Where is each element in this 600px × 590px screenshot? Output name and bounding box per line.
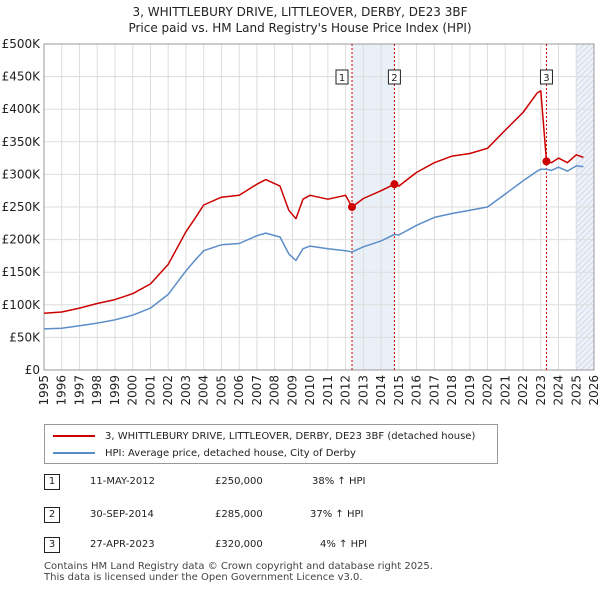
sale-date: 11-MAY-2012 (90, 476, 156, 487)
sale-date: 30-SEP-2014 (90, 509, 154, 520)
sale-number-badge: 3 (44, 537, 60, 553)
legend-entry-hpi: HPI: Average price, detached house, City… (53, 445, 356, 461)
x-tick-label: 1998 (90, 375, 104, 406)
legend-swatch-hpi (53, 452, 95, 454)
plot-border (43, 43, 595, 371)
y-tick-label: £450K (2, 70, 42, 84)
x-tick-label: 2009 (285, 375, 299, 406)
sale-point (542, 157, 551, 166)
x-tick-label: 2026 (587, 375, 600, 406)
y-tick-label: £0 (25, 363, 40, 377)
x-tick-label: 2020 (481, 375, 495, 406)
price-chart: £0 £50K £100K £150K £200K £250K £300K £350K £400… (2, 37, 600, 406)
x-tick-label: 2019 (463, 375, 477, 406)
sale-point (348, 203, 356, 211)
sale-price: £320,000 (215, 539, 263, 550)
x-tick-label: 1999 (108, 375, 122, 406)
x-tick-label: 2004 (197, 375, 211, 406)
x-tick-label: 2015 (392, 375, 406, 406)
y-tick-label: £250K (2, 200, 42, 214)
x-tick-label: 1995 (37, 375, 51, 406)
sale-label-text: 1 (339, 73, 345, 84)
x-tick-label: 2012 (339, 375, 353, 406)
sale-row: 3 27-APR-2023 £320,000 4% ↑ HPI (44, 537, 464, 553)
x-tick-label: 2013 (356, 375, 370, 406)
x-tick-label: 2024 (552, 375, 566, 406)
x-tick-label: 2008 (268, 375, 282, 406)
x-tick-label: 2023 (534, 375, 548, 406)
y-tick-label: £500K (2, 37, 42, 51)
x-tick-label: 2002 (161, 375, 175, 406)
sale-label-box: 1 (335, 69, 349, 85)
chart-title: 3, WHITTLEBURY DRIVE, LITTLEOVER, DERBY,… (132, 5, 468, 19)
x-tick-label: 1996 (55, 375, 69, 406)
x-tick-label: 2016 (410, 375, 424, 406)
y-tick-label: £400K (2, 102, 42, 116)
y-tick-label: £100K (2, 298, 42, 312)
footer: Contains HM Land Registry data © Crown c… (44, 561, 433, 583)
y-tick-label: £150K (2, 265, 42, 279)
legend-label-hpi: HPI: Average price, detached house, City… (105, 447, 356, 459)
x-tick-label: 2014 (374, 375, 388, 406)
sale-label-border (387, 69, 401, 85)
sale-date: 27-APR-2023 (90, 539, 155, 550)
x-tick-label: 2001 (143, 375, 157, 406)
chart-legend: 3, WHITTLEBURY DRIVE, LITTLEOVER, DERBY,… (44, 424, 498, 464)
sale-price: £285,000 (215, 509, 263, 520)
x-tick-label: 2025 (569, 375, 583, 406)
y-tick-label: £350K (2, 135, 42, 149)
x-tick-label: 1997 (72, 375, 86, 406)
y-tick-label: £200K (2, 233, 42, 247)
x-tick-label: 2018 (445, 375, 459, 406)
y-tick-label: £300K (2, 167, 42, 181)
legend-swatch-property (53, 435, 95, 437)
footer-licence: This data is licensed under the Open Gov… (44, 572, 363, 583)
sale-label-box: 3 (539, 69, 553, 85)
x-tick-label: 2021 (498, 375, 512, 406)
legend-entry-property: 3, WHITTLEBURY DRIVE, LITTLEOVER, DERBY,… (53, 428, 475, 444)
sale-row: 2 30-SEP-2014 £285,000 37% ↑ HPI (44, 507, 464, 523)
sale-label-border (539, 69, 553, 85)
sale-number-badge: 1 (44, 474, 60, 490)
sale-label-border (335, 69, 349, 85)
x-tick-label: 2010 (303, 375, 317, 406)
sale-point (390, 180, 399, 189)
x-tick-label: 2006 (232, 375, 246, 406)
x-tick-label: 2003 (179, 375, 193, 406)
sale-number-badge: 2 (44, 507, 60, 523)
chart-title-block: 3, WHITTLEBURY DRIVE, LITTLEOVER, DERBY,… (0, 4, 600, 36)
legend-label-property: 3, WHITTLEBURY DRIVE, LITTLEOVER, DERBY,… (105, 430, 476, 442)
sale-hpi-change: 38% ↑ HPI (312, 476, 366, 487)
x-tick-label: 2022 (516, 375, 530, 406)
hpi-line (43, 165, 584, 330)
footer-copyright: Contains HM Land Registry data © Crown c… (44, 561, 433, 572)
sale-hpi-change: 37% ↑ HPI (310, 509, 364, 520)
sale-label-text: 2 (391, 73, 397, 84)
x-tick-label: 2017 (427, 375, 441, 406)
x-tick-label: 2007 (250, 375, 264, 406)
property-price-line (43, 90, 584, 315)
x-tick-label: 2000 (126, 375, 140, 406)
chart-subtitle: Price paid vs. HM Land Registry's House … (128, 21, 472, 35)
y-tick-label: £50K (9, 330, 41, 344)
sale-hpi-change: 4% ↑ HPI (320, 539, 368, 550)
x-tick-label: 2005 (214, 375, 228, 406)
x-tick-label: 2011 (321, 375, 335, 406)
sale-label-box: 2 (387, 69, 401, 85)
sale-label-text: 3 (543, 73, 549, 84)
sale-row: 1 11-MAY-2012 £250,000 38% ↑ HPI (44, 474, 464, 490)
sale-price: £250,000 (215, 476, 263, 487)
